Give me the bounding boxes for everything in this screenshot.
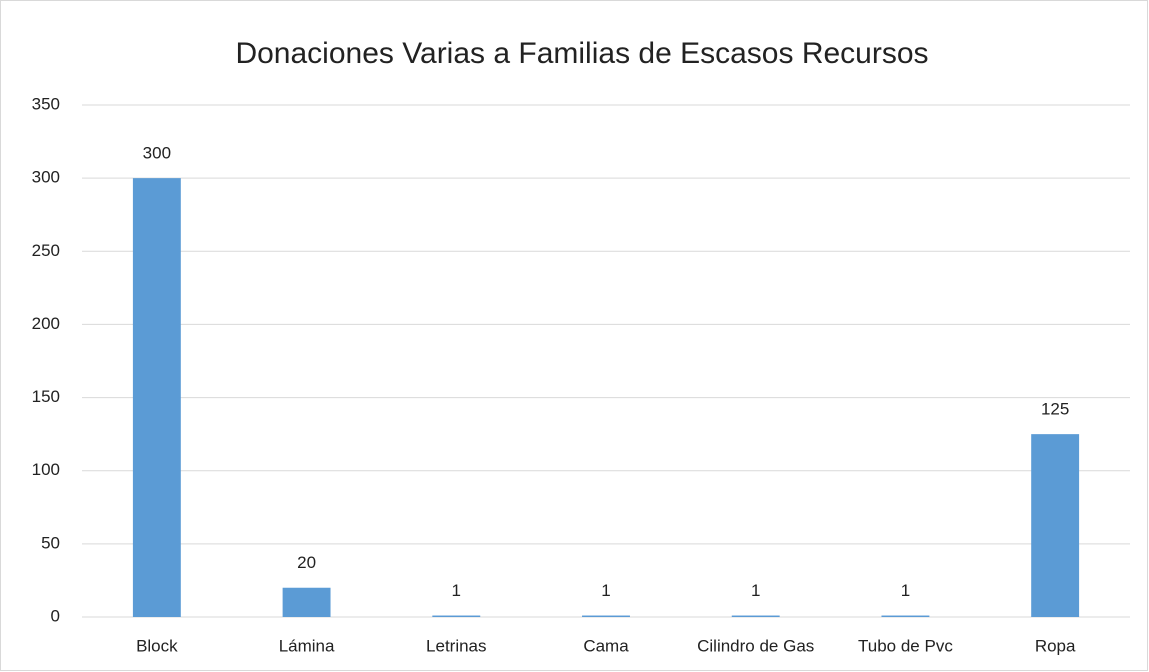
bar [881, 615, 930, 617]
data-label: 1 [452, 581, 461, 600]
x-tick-label: Letrinas [426, 636, 486, 655]
y-tick-label: 300 [32, 168, 60, 187]
data-label: 20 [297, 553, 316, 572]
y-tick-label: 50 [41, 533, 60, 552]
bar [731, 615, 780, 617]
data-label: 300 [143, 144, 171, 163]
bar [132, 178, 181, 617]
data-label: 1 [601, 581, 610, 600]
x-tick-label: Block [136, 636, 178, 655]
y-tick-label: 100 [32, 460, 60, 479]
x-tick-label: Cilindro de Gas [697, 636, 814, 655]
y-tick-label: 0 [51, 606, 60, 625]
data-label: 1 [751, 581, 760, 600]
bar [582, 615, 630, 617]
x-tick-label: Ropa [1035, 636, 1076, 655]
y-tick-label: 150 [32, 387, 60, 406]
x-tick-label: Cama [583, 636, 629, 655]
y-tick-label: 250 [32, 241, 60, 260]
bar [282, 587, 331, 617]
y-tick-label: 350 [32, 94, 60, 113]
chart-title: Donaciones Varias a Familias de Escasos … [235, 37, 928, 70]
data-label: 1 [901, 581, 910, 600]
x-tick-label: Lámina [279, 636, 335, 655]
data-label: 125 [1041, 400, 1069, 419]
y-tick-label: 200 [32, 314, 60, 333]
bar [1031, 434, 1080, 617]
x-tick-label: Tubo de Pvc [858, 636, 953, 655]
bar [432, 615, 481, 617]
